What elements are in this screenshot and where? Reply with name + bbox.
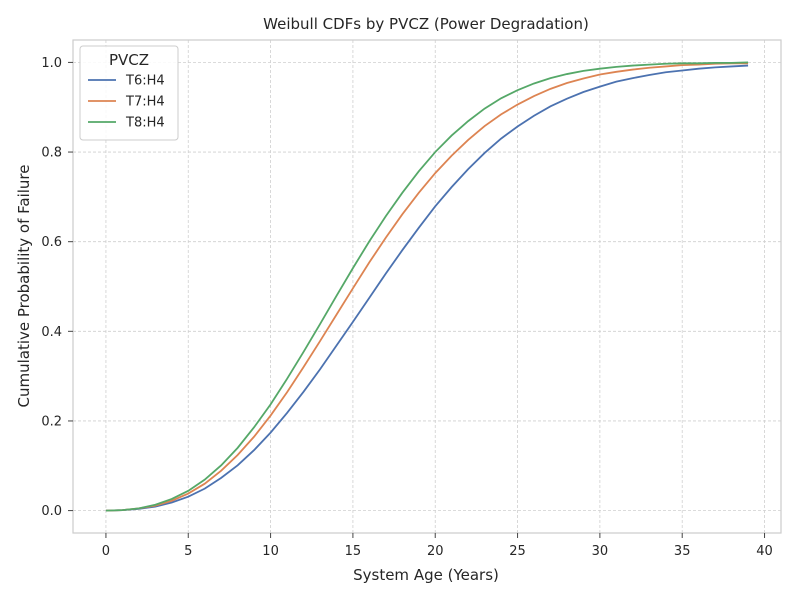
y-tick-label: 0.6: [41, 235, 62, 250]
legend-title: PVCZ: [109, 51, 149, 69]
x-tick-label: 35: [674, 544, 691, 559]
x-tick-label: 20: [427, 544, 444, 559]
legend-label: T7:H4: [125, 95, 165, 110]
series-line-t6-h4: [105, 64, 749, 512]
series-line-t8-h4: [105, 61, 749, 512]
x-axis: 0 5 10 15 20 25 30 35 40: [102, 533, 773, 559]
grid: [73, 40, 781, 533]
legend-box: [79, 45, 179, 141]
y-tick-label: 0.2: [41, 414, 62, 429]
y-tick-label: 0.8: [41, 146, 62, 161]
legend: PVCZ T6:H4 T7:H4 T8:H4: [79, 45, 179, 141]
plot-frame: [72, 39, 782, 534]
chart-title: Weibull CDFs by PVCZ (Power Degradation): [263, 15, 589, 33]
y-axis: 0.0 0.2 0.4 0.6 0.8 1.0: [41, 56, 73, 519]
legend-label: T8:H4: [125, 116, 165, 131]
x-tick-label: 10: [262, 544, 279, 559]
x-tick-label: 0: [102, 544, 110, 559]
x-tick-label: 15: [345, 544, 362, 559]
x-axis-label: System Age (Years): [353, 566, 499, 584]
y-tick-label: 0.0: [41, 504, 62, 519]
y-tick-label: 1.0: [41, 56, 62, 71]
y-axis-label: Cumulative Probability of Failure: [15, 164, 33, 407]
x-tick-label: 5: [184, 544, 192, 559]
x-tick-label: 25: [509, 544, 526, 559]
y-tick-label: 0.4: [41, 325, 62, 340]
x-tick-label: 40: [756, 544, 773, 559]
x-tick-label: 30: [592, 544, 609, 559]
legend-label: T6:H4: [125, 74, 165, 89]
series-line-t7-h4: [105, 62, 749, 512]
series-lines: [105, 61, 749, 512]
